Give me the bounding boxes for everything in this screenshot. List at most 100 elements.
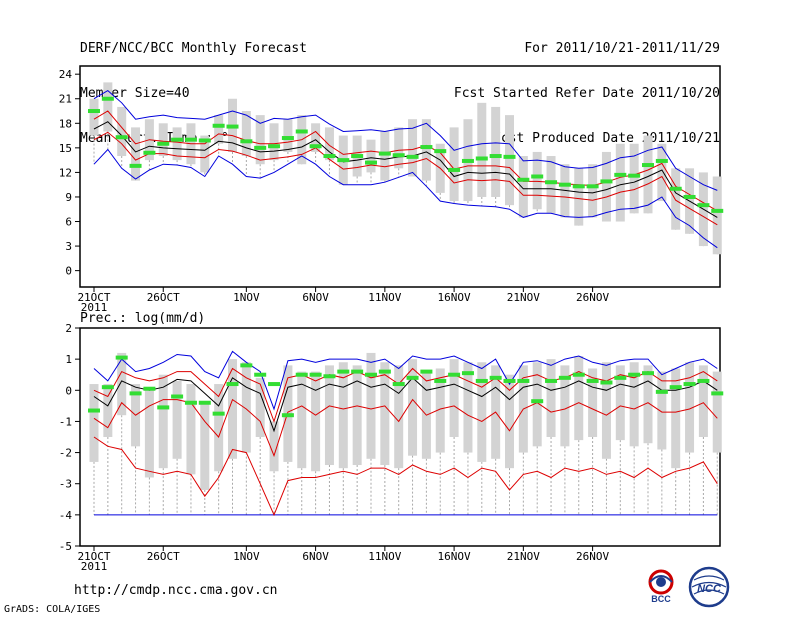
- y-tick-label: -3: [59, 478, 72, 491]
- x-tick-label: 16NOV: [438, 291, 471, 304]
- ncc-logo: NCC: [688, 566, 730, 608]
- observation-marker: [545, 180, 558, 185]
- ensemble-box: [449, 359, 459, 437]
- grads-credit: GrADS: COLA/IGES: [4, 604, 101, 615]
- observation-marker: [531, 399, 544, 404]
- observation-marker: [448, 372, 461, 377]
- y-tick-label: 21: [59, 93, 72, 106]
- x-tick-label: 1NOV: [233, 550, 260, 563]
- y-tick-label: 18: [59, 117, 72, 130]
- observation-marker: [600, 179, 613, 184]
- ensemble-box: [200, 402, 210, 490]
- y-tick-label: -2: [59, 447, 72, 460]
- observation-marker: [281, 136, 294, 141]
- observation-marker: [475, 378, 488, 383]
- panel-precipitation: -5 -4 -3 -2 -1 0 1 2 21OCT 26OCT 1NOV 6NOV 11NOV 16NO…: [59, 311, 724, 573]
- observation-marker: [337, 158, 350, 163]
- observation-marker: [337, 369, 350, 374]
- ensemble-box: [615, 365, 625, 441]
- ensemble-box: [241, 362, 251, 453]
- x-tick-label: 26NOV: [576, 550, 609, 563]
- observation-marker: [295, 129, 308, 134]
- observation-marker: [517, 177, 530, 182]
- ensemble-box: [574, 356, 584, 441]
- ensemble-box: [117, 352, 127, 416]
- observation-marker: [697, 378, 710, 383]
- ensemble-box: [615, 143, 625, 222]
- extreme-low-line: [93, 148, 718, 249]
- spread-lower-line: [93, 398, 718, 458]
- ncc-logo-text: NCC: [697, 583, 722, 595]
- observation-marker: [309, 144, 322, 149]
- observation-marker: [655, 389, 668, 394]
- ensemble-box: [643, 365, 653, 444]
- observation-marker: [351, 369, 364, 374]
- observation-marker: [143, 150, 156, 155]
- observation-marker: [489, 154, 502, 159]
- observation-marker: [240, 139, 253, 144]
- ensemble-box: [698, 365, 708, 437]
- ensemble-box: [588, 164, 598, 218]
- y-tick-label: 1: [65, 353, 72, 366]
- ensemble-box: [172, 380, 182, 459]
- observation-marker: [226, 124, 239, 129]
- observation-marker: [489, 375, 502, 380]
- header-right: For 2011/10/21-2011/11/29 Fcst Started R…: [454, 11, 720, 161]
- x-tick-label: 21OCT: [77, 291, 110, 304]
- ensemble-box: [158, 374, 168, 469]
- x-tick-label: 26NOV: [576, 291, 609, 304]
- observation-marker: [184, 400, 197, 405]
- ensemble-box: [228, 359, 237, 459]
- ensemble-box: [158, 123, 168, 157]
- observation-marker: [101, 96, 114, 101]
- observation-marker: [198, 138, 211, 143]
- produced-date: Fcst Produced Date 2011/10/21: [493, 131, 720, 146]
- y-tick-label: 15: [59, 142, 72, 155]
- observation-marker: [642, 371, 654, 376]
- observation-marker: [503, 154, 516, 159]
- observation-marker: [558, 182, 571, 187]
- observation-marker: [226, 382, 239, 387]
- observation-marker: [323, 154, 336, 159]
- ensemble-box: [311, 371, 321, 472]
- observation-marker: [531, 174, 544, 179]
- y-tick-label: -5: [59, 540, 72, 553]
- ensemble-box: [255, 115, 265, 165]
- observation-marker: [461, 158, 474, 163]
- observation-marker: [157, 141, 170, 146]
- observation-marker: [281, 413, 294, 418]
- x-tick-label: 26OCT: [147, 291, 180, 304]
- forecast-period: For 2011/10/21-2011/11/29: [524, 41, 720, 56]
- ensemble-box: [186, 384, 196, 475]
- ensemble-box: [505, 374, 514, 469]
- spread-min-line: [93, 436, 718, 517]
- observation-marker: [683, 194, 696, 199]
- observation-marker: [115, 135, 128, 140]
- ensemble-box: [241, 111, 251, 157]
- ensemble-mean-line: [93, 121, 718, 218]
- y-tick-label: 0: [65, 265, 72, 278]
- x-year-label: 2011: [81, 301, 108, 314]
- observation-marker: [171, 394, 184, 399]
- extreme-high-line: [93, 350, 718, 411]
- observation-marker: [157, 405, 170, 410]
- y-tick-label: 3: [65, 240, 72, 253]
- ensemble-box: [338, 362, 348, 469]
- ensemble-box: [671, 368, 681, 469]
- observation-marker: [88, 408, 100, 413]
- ensemble-box: [477, 102, 487, 197]
- x-tick-label: 26OCT: [147, 550, 180, 563]
- observation-marker: [323, 374, 336, 379]
- ensemble-box: [172, 127, 182, 161]
- ensemble-box: [601, 151, 611, 222]
- ensemble-box: [394, 127, 404, 169]
- bcc-logo-text: BCC: [651, 594, 671, 604]
- ensemble-box: [103, 384, 113, 437]
- observation-marker: [572, 372, 585, 377]
- y-tick-label: 0: [65, 384, 72, 397]
- chart-main-title: DERF/NCC/BCC Monthly Forecast: [80, 41, 307, 56]
- observation-marker: [586, 184, 599, 189]
- source-url[interactable]: http://cmdp.ncc.cma.gov.cn: [74, 583, 278, 598]
- y-tick-label: 24: [59, 68, 73, 81]
- observation-marker: [642, 163, 654, 168]
